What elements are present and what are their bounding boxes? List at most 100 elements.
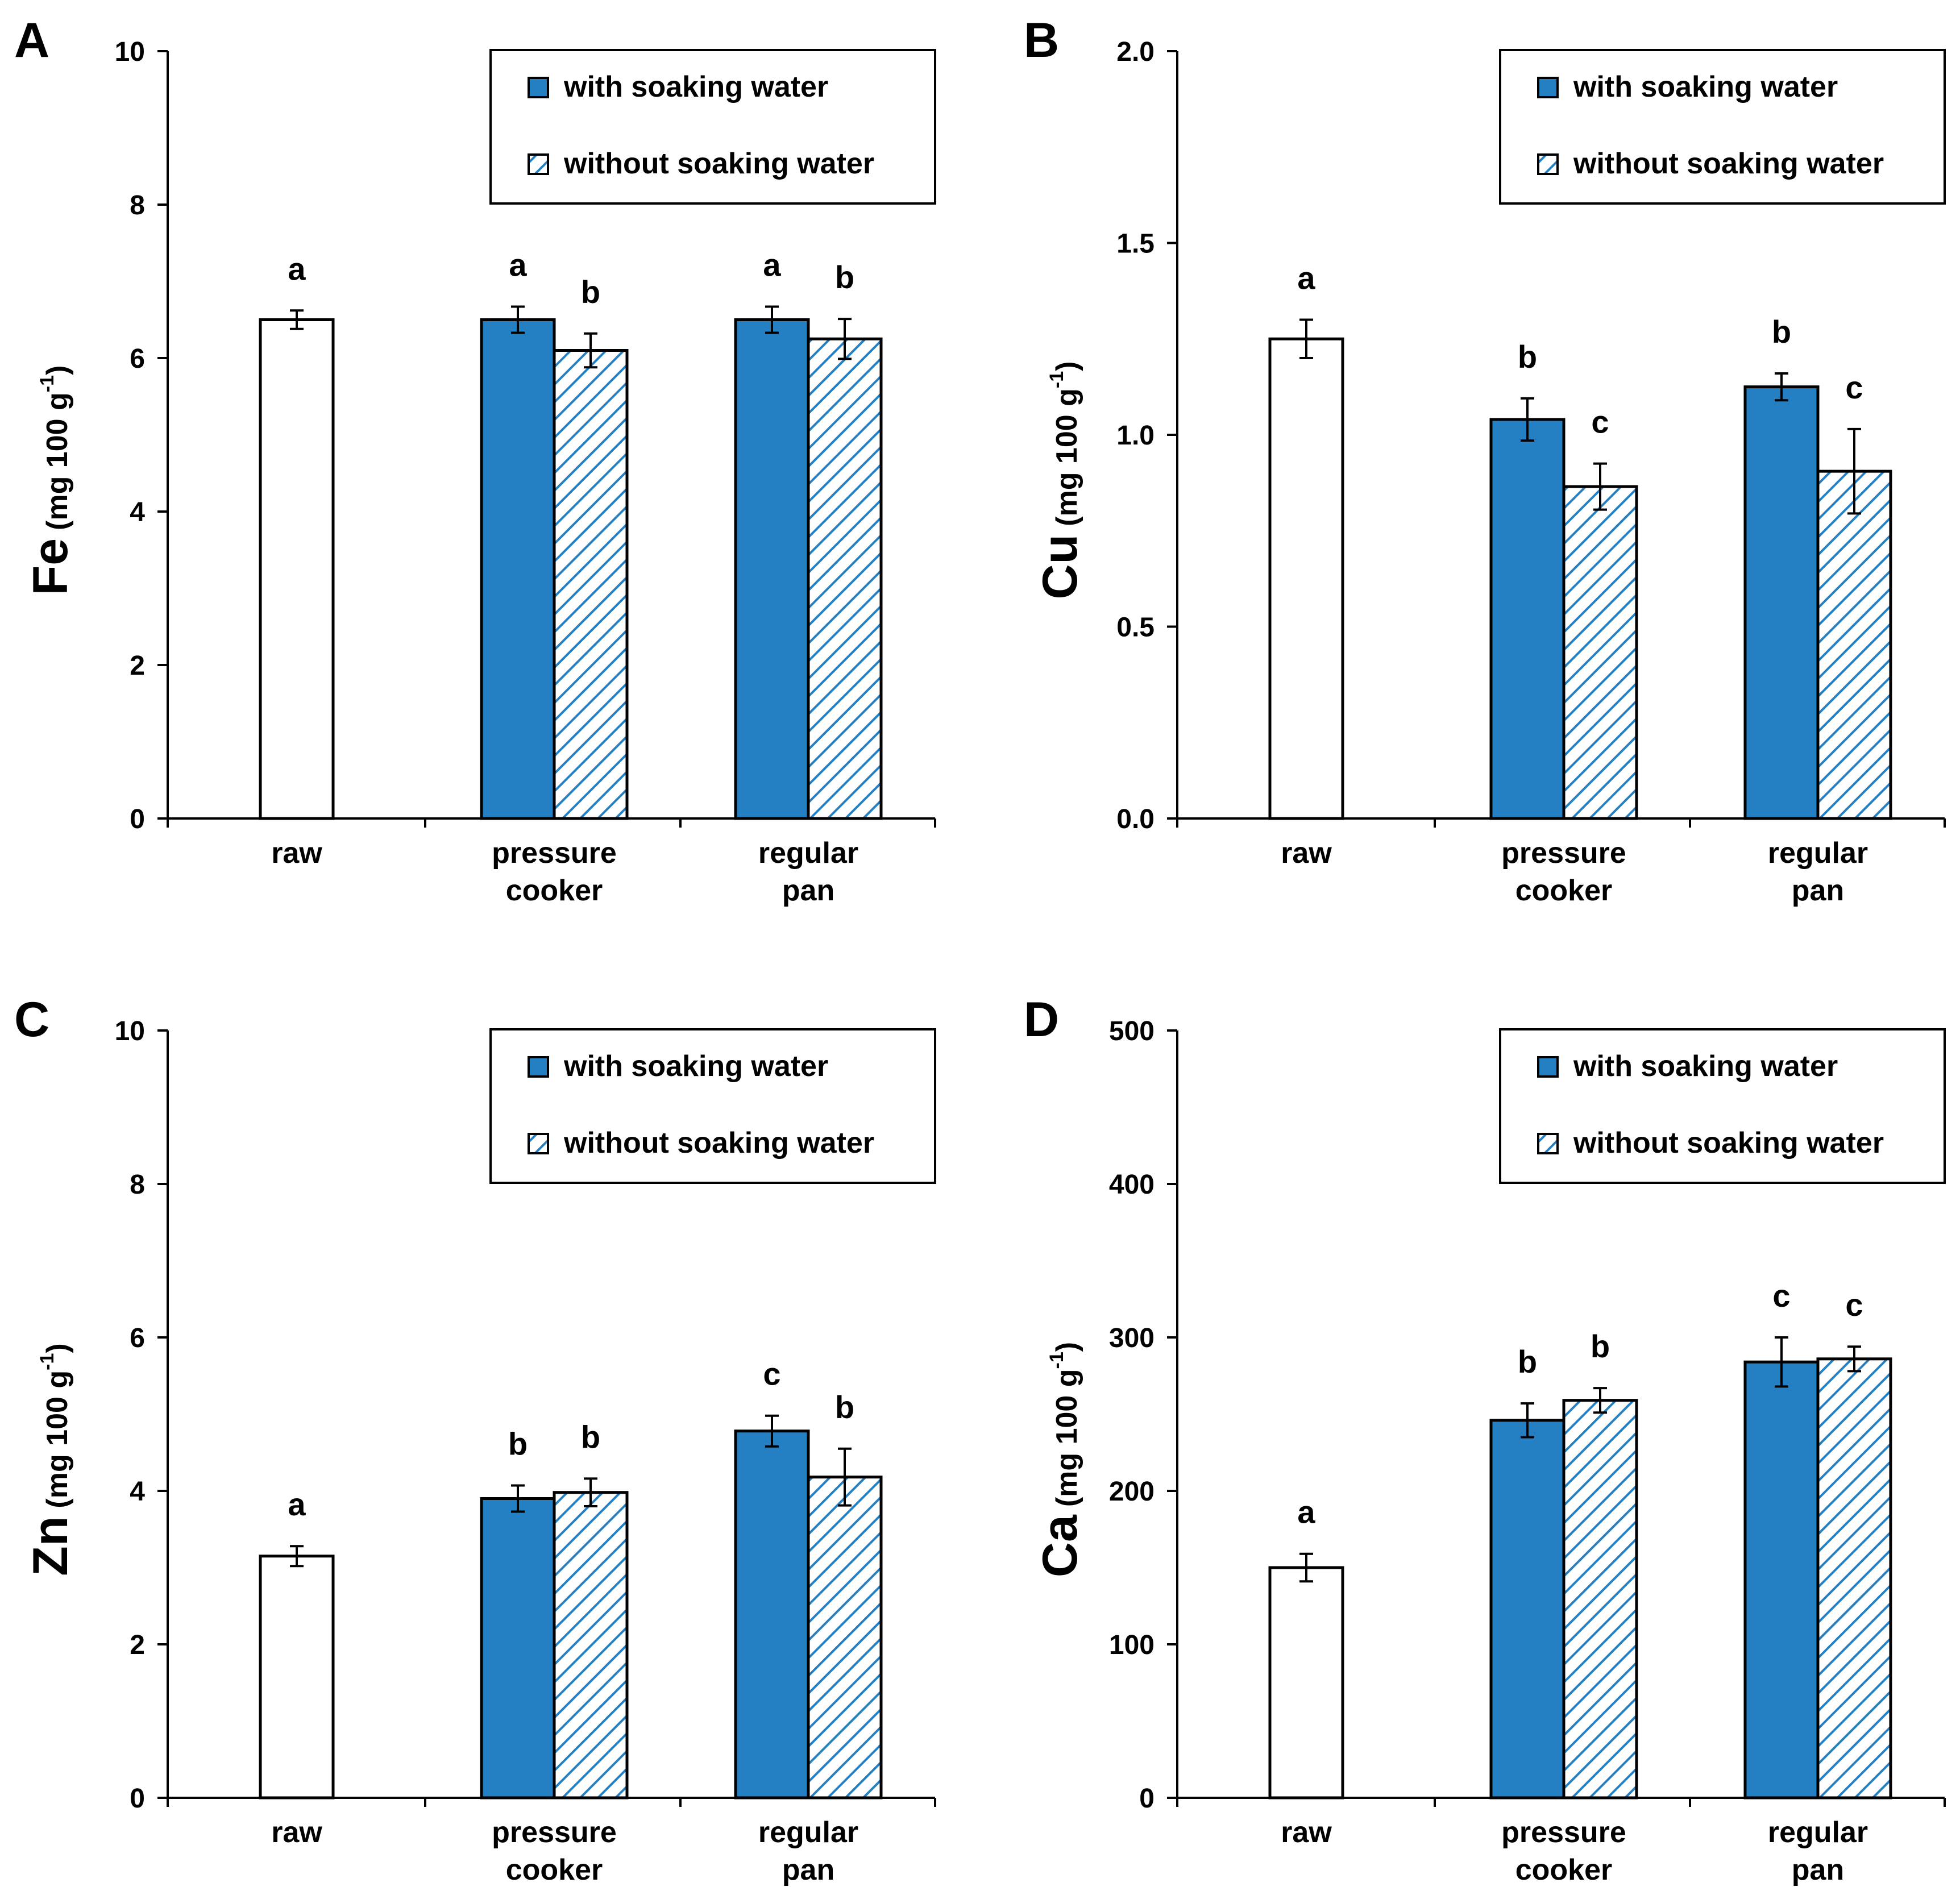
x-tick-label: raw <box>1281 837 1332 870</box>
x-tick-label-line: pan <box>782 1854 834 1886</box>
significance-letter: b <box>1518 339 1537 375</box>
y-axis-unit-close: ) <box>1050 1342 1083 1352</box>
y-tick-label: 6 <box>130 1323 145 1353</box>
significance-letter: b <box>581 1419 600 1455</box>
y-tick-label: 0.5 <box>1116 613 1155 643</box>
x-tick-label-line: regular <box>1768 1816 1868 1849</box>
y-tick-label: 4 <box>130 497 145 527</box>
significance-letter: b <box>835 259 854 295</box>
x-tick-label-line: pressure <box>1501 1816 1626 1849</box>
legend: with soaking water without soaking water <box>1499 49 1946 205</box>
bar-with-soaking-water <box>1489 1419 1565 1800</box>
y-tick-label: 2.0 <box>1116 37 1155 67</box>
y-axis-element: Fe <box>23 538 78 595</box>
significance-letter: b <box>1591 1328 1610 1364</box>
x-tick-label-line: pan <box>1792 874 1844 907</box>
y-tick-label: 300 <box>1109 1323 1155 1353</box>
legend-label-without: without soaking water <box>1573 147 1884 180</box>
significance-letter: c <box>1591 404 1609 440</box>
legend-swatch-without <box>1537 1133 1559 1154</box>
bar-without-soaking-water <box>1562 485 1638 820</box>
y-tick-label: 200 <box>1109 1477 1155 1507</box>
x-tick-label-line: pan <box>782 874 834 907</box>
x-tick-label-line: cooker <box>1515 874 1613 907</box>
y-tick-label: 6 <box>130 344 145 374</box>
y-axis-unit: (mg 100 g <box>1050 1369 1083 1507</box>
y-axis-label: Ca (mg 100 g-1) <box>1033 1342 1087 1577</box>
y-axis-label: Fe (mg 100 g-1) <box>23 365 78 596</box>
significance-letter: c <box>1845 369 1863 405</box>
y-tick-label: 8 <box>130 190 145 221</box>
bar-without-soaking-water <box>553 1491 629 1800</box>
significance-letter: a <box>1297 1494 1315 1530</box>
legend-label-with: with soaking water <box>1573 1050 1838 1083</box>
x-tick-label-line: raw <box>1281 837 1332 870</box>
x-tick-label: pressure cooker <box>492 837 617 907</box>
x-tick-label-line: pressure <box>492 1816 617 1849</box>
y-tick-label: 2 <box>130 1630 145 1660</box>
x-tick-label: regular pan <box>758 1816 858 1886</box>
x-tick-label: pressure cooker <box>492 1816 617 1886</box>
y-axis-element: Cu <box>1033 534 1087 600</box>
panel-label: A <box>14 13 49 68</box>
legend-swatch-with <box>1537 77 1559 98</box>
legend-box <box>1499 49 1946 205</box>
y-axis-unit: (mg 100 g <box>41 392 74 530</box>
y-axis-unit-close: ) <box>41 1343 74 1353</box>
legend-label-with: with soaking water <box>1573 70 1838 103</box>
y-tick-label: 10 <box>115 1016 145 1046</box>
y-axis-unit: (mg 100 g <box>1050 388 1083 526</box>
x-tick-label: regular pan <box>758 837 858 907</box>
x-tick-label-line: raw <box>271 837 322 870</box>
y-tick-label: 1.5 <box>1116 229 1155 259</box>
y-axis-unit-sup: -1 <box>1046 371 1068 388</box>
bar-with-soaking-water <box>480 1497 556 1800</box>
significance-letter: a <box>288 1486 306 1522</box>
bar-raw <box>1268 337 1344 820</box>
x-tick-label-line: cooker <box>506 1854 603 1886</box>
legend-label-without: without soaking water <box>563 147 874 180</box>
legend-swatch-without <box>528 1133 549 1154</box>
bar-without-soaking-water <box>553 349 629 820</box>
significance-letter: a <box>509 247 527 283</box>
y-axis-unit-sup: -1 <box>36 375 58 392</box>
panel-label: C <box>14 992 49 1047</box>
bar-without-soaking-water <box>1816 469 1892 820</box>
x-tick-label-line: pan <box>1792 1854 1844 1886</box>
bar-without-soaking-water <box>807 1476 883 1800</box>
y-axis-element: Zn <box>23 1516 78 1576</box>
legend-box <box>489 49 936 205</box>
y-axis-label: Cu (mg 100 g-1) <box>1033 361 1087 600</box>
significance-letter: c <box>1845 1287 1863 1323</box>
significance-letter: a <box>1297 260 1315 296</box>
legend: with soaking water without soaking water <box>1499 1028 1946 1184</box>
significance-letter: b <box>581 274 600 310</box>
y-tick-label: 0 <box>130 804 145 834</box>
y-tick-label: 0.0 <box>1116 804 1155 834</box>
significance-letter: c <box>1772 1278 1790 1314</box>
y-axis-unit-close: ) <box>41 365 74 375</box>
x-tick-label: pressure cooker <box>1501 1816 1626 1886</box>
y-axis-element: Ca <box>1033 1514 1087 1577</box>
panel-label: B <box>1024 13 1059 68</box>
legend: with soaking water without soaking water <box>489 1028 936 1184</box>
significance-letter: b <box>1518 1344 1537 1379</box>
legend-swatch-without <box>528 153 549 175</box>
bar-without-soaking-water <box>1562 1399 1638 1800</box>
y-tick-label: 8 <box>130 1170 145 1200</box>
y-axis-unit: (mg 100 g <box>41 1370 74 1508</box>
legend-swatch-with <box>528 1056 549 1078</box>
y-tick-label: 1.0 <box>1116 421 1155 451</box>
y-axis-unit-close: ) <box>1050 361 1083 371</box>
significance-letter: b <box>835 1389 854 1425</box>
significance-letter: b <box>508 1426 528 1462</box>
x-tick-label-line: raw <box>1281 1816 1332 1849</box>
legend-label-without: without soaking water <box>563 1127 874 1160</box>
x-tick-label-line: raw <box>271 1816 322 1849</box>
legend-label-with: with soaking water <box>563 1050 828 1083</box>
x-tick-label: pressure cooker <box>1501 837 1626 907</box>
bar-with-soaking-water <box>1489 418 1565 820</box>
y-tick-label: 400 <box>1109 1170 1155 1200</box>
panel-c: C Zn (mg 100 g-1) 0 2 4 6 8 10 raw pressure cooker r… <box>14 992 936 1886</box>
bar-raw <box>259 318 335 820</box>
